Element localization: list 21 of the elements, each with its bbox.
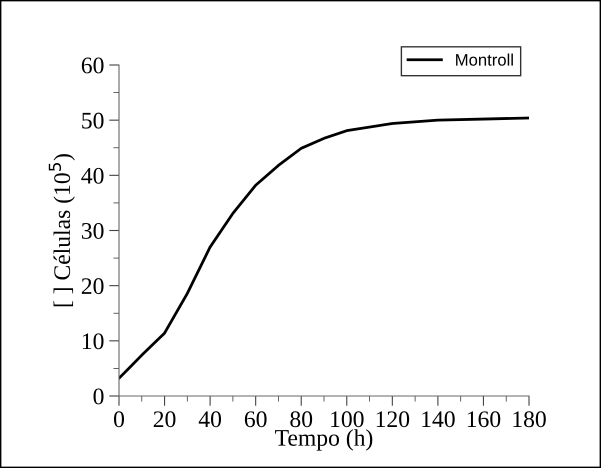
y-tick-label: 60 <box>82 57 104 74</box>
y-tick-label: 40 <box>81 168 104 184</box>
y-tick-label: 50 <box>82 112 104 129</box>
x-tick-label: 120 <box>376 411 410 428</box>
x-tick-label: 80 <box>290 411 312 428</box>
y-tick-label: 0 <box>94 388 104 404</box>
x-tick-label: 160 <box>468 411 500 428</box>
line-series <box>119 116 529 380</box>
y-tick-label: 20 <box>82 278 104 294</box>
x-tick-label: 20 <box>154 411 176 428</box>
x-tick-label: 180 <box>513 411 546 428</box>
legend-label: Montroll <box>456 54 513 66</box>
x-tick-label: 0 <box>114 411 124 428</box>
y-axis-title: [ ] Células (10$^{5}$) <box>48 154 75 306</box>
x-tick-label: 40 <box>198 411 222 428</box>
y-tick-label: 30 <box>82 222 104 239</box>
x-tick-label: 100 <box>331 411 364 428</box>
x-tick-label: 140 <box>422 411 455 428</box>
x-tick-label: 60 <box>244 411 267 428</box>
y-tick-label: 10 <box>82 333 104 350</box>
x-axis-title: Tempo (h) <box>275 429 372 451</box>
